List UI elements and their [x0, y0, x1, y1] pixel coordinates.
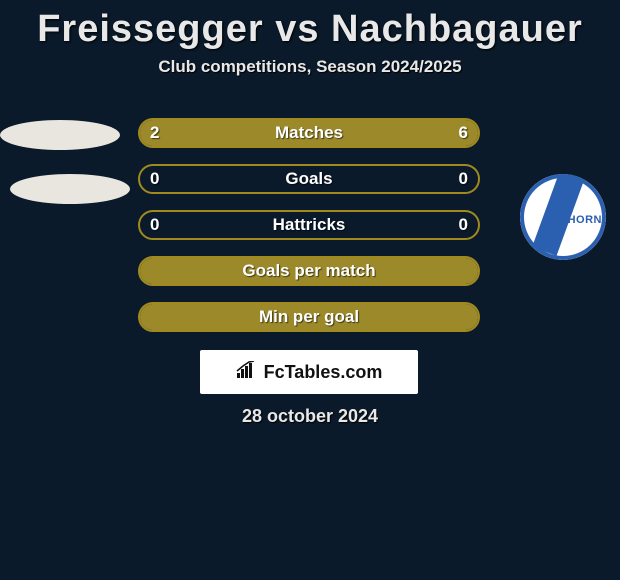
stat-right-value: 6	[459, 123, 468, 143]
stat-label: Min per goal	[259, 307, 359, 327]
stat-right-value: 0	[459, 169, 468, 189]
stat-rows: 2 Matches 6 0 Goals 0 0 Hattricks 0 Goals per mat…	[138, 118, 480, 348]
subtitle: Club competitions, Season 2024/2025	[0, 57, 620, 77]
stat-label: Matches	[275, 123, 343, 143]
stat-left-value: 0	[150, 169, 159, 189]
stat-label: Hattricks	[273, 215, 346, 235]
logo-label: FcTables.com	[264, 362, 383, 383]
stat-row: 0 Hattricks 0	[138, 210, 480, 240]
stat-row: Goals per match	[138, 256, 480, 286]
stat-row: 0 Goals 0	[138, 164, 480, 194]
fctables-logo[interactable]: FcTables.com	[200, 350, 418, 394]
row-fill-right	[225, 120, 479, 146]
bar-chart-icon	[236, 361, 258, 384]
stat-label: Goals per match	[242, 261, 375, 281]
canvas: Freissegger vs Nachbagauer Club competit…	[0, 0, 620, 580]
badge-text: HORN	[568, 214, 602, 226]
stat-right-value: 0	[459, 215, 468, 235]
page-title: Freissegger vs Nachbagauer	[0, 0, 620, 51]
stat-left-value: 2	[150, 123, 159, 143]
stat-row: 2 Matches 6	[138, 118, 480, 148]
logo-text: FcTables.com	[236, 361, 383, 384]
stat-row: Min per goal	[138, 302, 480, 332]
left-logo-oval-2	[10, 174, 130, 204]
right-club-badge: HORN	[520, 174, 606, 260]
date-label: 28 october 2024	[0, 406, 620, 427]
stat-left-value: 0	[150, 215, 159, 235]
stat-label: Goals	[285, 169, 332, 189]
left-logo-oval-1	[0, 120, 120, 150]
